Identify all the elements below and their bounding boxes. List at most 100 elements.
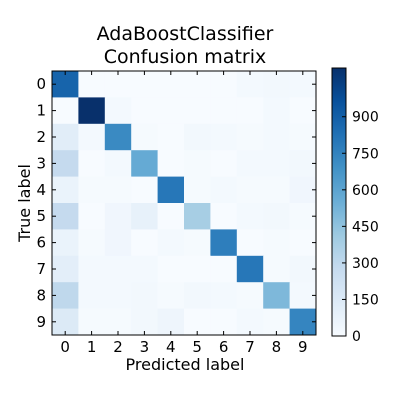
y-tick-label-1: 1 xyxy=(36,102,46,120)
heatmap-cell-4-7 xyxy=(236,176,264,204)
heatmap-cell-5-4 xyxy=(157,203,185,230)
heatmap-cell-5-0 xyxy=(52,203,79,230)
heatmap-cell-3-0 xyxy=(52,150,79,178)
colorbar-gradient xyxy=(332,68,346,336)
heatmap-cell-1-5 xyxy=(184,97,211,125)
heatmap-cell-2-1 xyxy=(78,123,106,151)
heatmap-cell-3-8 xyxy=(263,150,291,178)
x-tick-label-4: 4 xyxy=(166,338,176,356)
y-tick-label-0: 0 xyxy=(36,75,46,93)
heatmap-cell-2-0 xyxy=(52,123,79,151)
heatmap-cell-1-1 xyxy=(78,97,106,125)
y-tick-label-2: 2 xyxy=(36,128,46,146)
y-tick-label-3: 3 xyxy=(36,154,46,172)
heatmap-cell-3-2 xyxy=(104,150,132,178)
y-tick-label-9: 9 xyxy=(36,313,46,331)
heatmap-cell-8-4 xyxy=(157,282,185,310)
chart-title-line-1: AdaBoostClassifier xyxy=(97,23,274,45)
chart-title: AdaBoostClassifier Confusion matrix xyxy=(97,23,274,68)
heatmap-cell-3-4 xyxy=(157,150,185,178)
heatmap-cell-5-5 xyxy=(184,203,211,230)
heatmap-cell-0-5 xyxy=(184,71,211,98)
heatmap-cell-6-1 xyxy=(78,229,106,257)
heatmap-cell-5-1 xyxy=(78,203,106,230)
heatmap-cell-1-3 xyxy=(131,97,159,125)
heatmap-cell-8-7 xyxy=(236,282,264,310)
colorbar-tick-label-150: 150 xyxy=(352,292,379,308)
heatmap-cell-0-4 xyxy=(157,71,185,98)
heatmap-cell-8-5 xyxy=(184,282,211,310)
heatmap-cell-0-6 xyxy=(210,71,238,98)
heatmap-cell-6-7 xyxy=(236,229,264,257)
x-tick-label-9: 9 xyxy=(298,338,308,356)
heatmap-cell-5-3 xyxy=(131,203,159,230)
heatmap-cell-1-8 xyxy=(263,97,291,125)
heatmap-cell-0-7 xyxy=(236,71,264,98)
heatmap-cell-4-0 xyxy=(52,176,79,204)
heatmap-cell-7-7 xyxy=(236,255,264,283)
colorbar-frame xyxy=(331,67,347,337)
heatmap-cell-1-4 xyxy=(157,97,185,125)
x-tick-label-2: 2 xyxy=(113,338,123,356)
colorbar-tick-label-450: 450 xyxy=(352,219,379,235)
y-axis-ticks: 0 1 2 3 4 5 6 7 8 9 xyxy=(36,75,316,331)
colorbar-tick-label-300: 300 xyxy=(352,256,379,272)
heatmap-cell-1-0 xyxy=(52,97,79,125)
colorbar-tick-label-0: 0 xyxy=(352,329,361,345)
heatmap-cell-6-2 xyxy=(104,229,132,257)
heatmap-cell-5-6 xyxy=(210,203,238,230)
heatmap-cell-2-2 xyxy=(104,123,132,151)
heatmap-cell-2-8 xyxy=(263,123,291,151)
heatmap-cell-6-0 xyxy=(52,229,79,257)
heatmap-cell-4-8 xyxy=(263,176,291,204)
heatmap-cells xyxy=(52,71,317,336)
heatmap-cell-3-3 xyxy=(131,150,159,178)
x-tick-label-5: 5 xyxy=(192,338,202,356)
heatmap-cell-8-2 xyxy=(104,282,132,310)
heatmap-cell-0-8 xyxy=(263,71,291,98)
heatmap-cell-4-2 xyxy=(104,176,132,204)
heatmap-cell-7-2 xyxy=(104,255,132,283)
heatmap-cell-0-3 xyxy=(131,71,159,98)
heatmap-cell-7-8 xyxy=(263,255,291,283)
heatmap-cell-7-4 xyxy=(157,255,185,283)
heatmap-cell-4-6 xyxy=(210,176,238,204)
x-tick-label-7: 7 xyxy=(245,338,255,356)
heatmap-cell-0-2 xyxy=(104,71,132,98)
heatmap-cell-4-1 xyxy=(78,176,106,204)
heatmap-cell-5-8 xyxy=(263,203,291,230)
heatmap-cell-7-1 xyxy=(78,255,106,283)
heatmap-cell-8-0 xyxy=(52,282,79,310)
heatmap-cell-1-2 xyxy=(104,97,132,125)
heatmap-cell-8-6 xyxy=(210,282,238,310)
heatmap-cell-6-5 xyxy=(184,229,211,257)
heatmap-cell-7-6 xyxy=(210,255,238,283)
heatmap-cell-3-6 xyxy=(210,150,238,178)
heatmap-cell-8-1 xyxy=(78,282,106,310)
heatmap-cell-3-5 xyxy=(184,150,211,178)
heatmap-cell-8-3 xyxy=(131,282,159,310)
heatmap-cell-2-6 xyxy=(210,123,238,151)
heatmap-cell-8-8 xyxy=(263,282,291,310)
heatmap-cell-4-3 xyxy=(131,176,159,204)
heatmap-cell-3-7 xyxy=(236,150,264,178)
heatmap-cell-2-3 xyxy=(131,123,159,151)
heatmap-cell-2-7 xyxy=(236,123,264,151)
heatmap-cell-5-7 xyxy=(236,203,264,230)
colorbar: 0 150 300 450 600 750 900 xyxy=(331,67,379,345)
heatmap-cell-6-3 xyxy=(131,229,159,257)
chart-title-line-2: Confusion matrix xyxy=(104,46,266,68)
heatmap-cell-2-5 xyxy=(184,123,211,151)
heatmap-cell-1-7 xyxy=(236,97,264,125)
y-tick-label-8: 8 xyxy=(36,286,46,304)
heatmap-cell-4-4 xyxy=(157,176,185,204)
colorbar-tick-label-750: 750 xyxy=(352,146,379,162)
x-tick-label-1: 1 xyxy=(87,338,97,356)
plot-frame xyxy=(51,70,317,336)
heatmap-cell-2-4 xyxy=(157,123,185,151)
heatmap-cell-4-5 xyxy=(184,176,211,204)
heatmap-cell-7-5 xyxy=(184,255,211,283)
heatmap-cell-0-1 xyxy=(78,71,106,98)
